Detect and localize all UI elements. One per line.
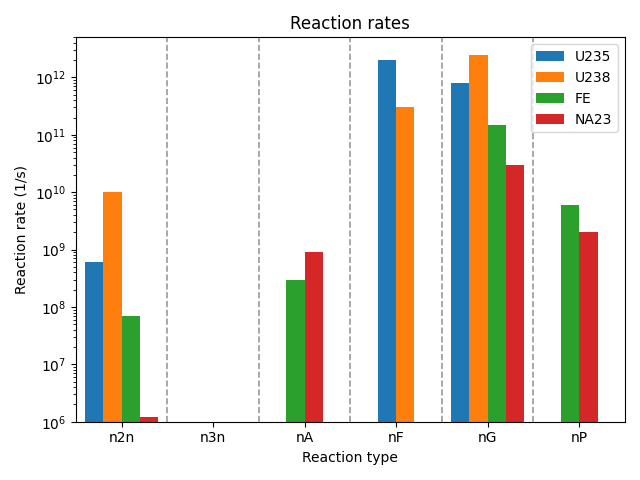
- Title: Reaction rates: Reaction rates: [291, 15, 410, 33]
- Bar: [579, 232, 598, 480]
- Bar: [140, 417, 158, 480]
- Bar: [122, 316, 140, 480]
- Bar: [305, 252, 323, 480]
- Bar: [396, 108, 415, 480]
- Bar: [451, 83, 469, 480]
- Bar: [378, 60, 396, 480]
- Bar: [286, 279, 305, 480]
- Bar: [488, 125, 506, 480]
- Bar: [561, 205, 579, 480]
- Bar: [506, 165, 524, 480]
- Y-axis label: Reaction rate (1/s): Reaction rate (1/s): [15, 165, 29, 294]
- Bar: [469, 55, 488, 480]
- Bar: [85, 262, 103, 480]
- Bar: [103, 192, 122, 480]
- Legend: U235, U238, FE, NA23: U235, U238, FE, NA23: [531, 44, 618, 132]
- X-axis label: Reaction type: Reaction type: [303, 451, 398, 465]
